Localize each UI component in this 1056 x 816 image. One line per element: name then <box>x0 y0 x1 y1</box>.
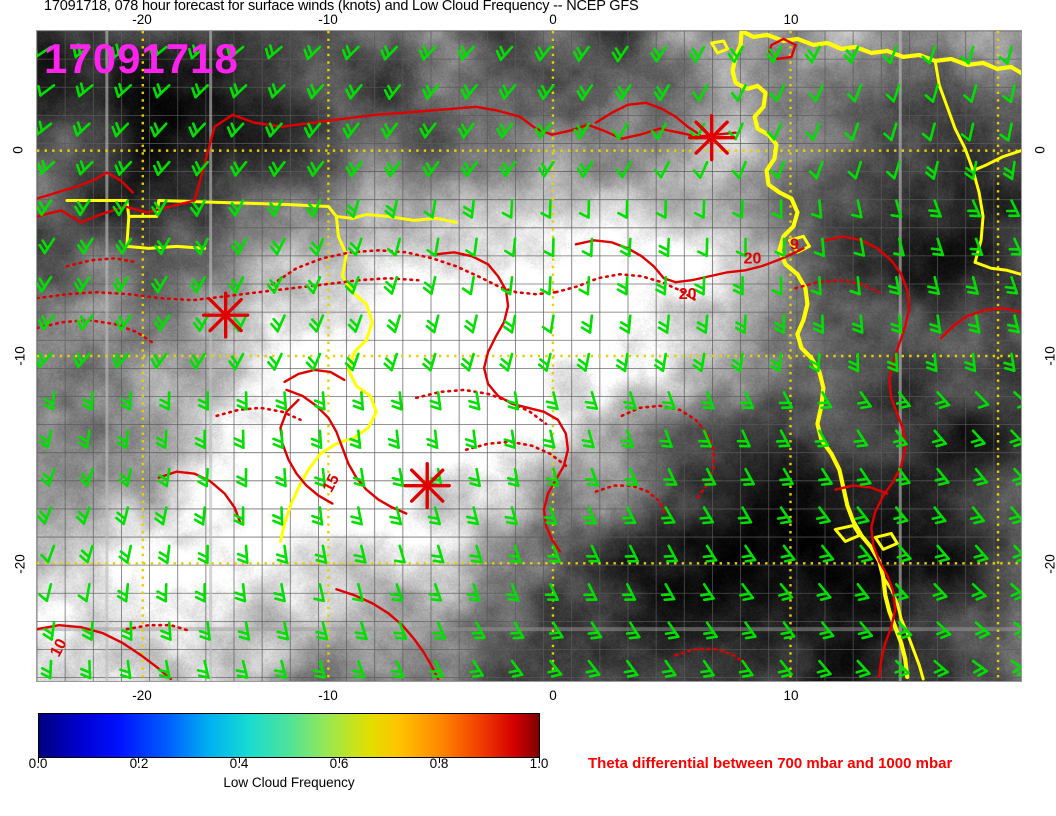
colorbar-label-3: 0.6 <box>329 756 349 771</box>
colorbar-title: Low Cloud Frequency <box>223 775 355 790</box>
colorbar-tick-0 <box>38 758 39 763</box>
contour-label-3: 10 <box>47 636 70 660</box>
colorbar-tick-1 <box>138 758 139 763</box>
theta-differential-caption: Theta differential between 700 mbar and … <box>588 755 953 772</box>
contour-label-1: 20 <box>679 286 697 303</box>
colorbar-label-5: 1.0 <box>529 756 549 771</box>
dotted-gridlines-layer <box>37 31 1021 681</box>
x-tick-top-1: -10 <box>318 12 338 27</box>
y-tick-left-2: -20 <box>12 554 28 574</box>
colorbar-label-1: 0.2 <box>129 756 149 771</box>
map-vector-overlays: 20 20 9 10 15 <box>37 31 1021 681</box>
colorbar-label-2: 0.4 <box>229 756 249 771</box>
x-tick-bottom-3: 10 <box>783 688 799 703</box>
x-tick-bottom-1: -10 <box>318 688 338 703</box>
coastline-layer <box>65 31 1021 681</box>
colorbar[interactable] <box>38 713 540 763</box>
y-tick-right-0: 0 <box>1032 146 1048 154</box>
page-title: 17091718, 078 hour forecast for surface … <box>44 0 639 14</box>
map-canvas-area[interactable]: 20 20 9 10 15 <box>37 31 1021 681</box>
contour-label-0: 20 <box>744 250 762 267</box>
station-marker-layer <box>202 114 736 510</box>
theta-contour-layer <box>37 37 1021 681</box>
x-tick-bottom-2: 0 <box>549 688 557 703</box>
wind-barb-layer <box>37 43 1021 680</box>
colorbar-tick-4 <box>439 758 440 763</box>
map-plot-panel[interactable]: 20 20 9 10 15 <box>36 30 1022 682</box>
marker-2 <box>202 291 250 339</box>
forecast-timestamp-overlay: 17091718 <box>44 35 239 82</box>
colorbar-tick-5 <box>539 758 540 763</box>
colorbar-gradient <box>38 713 540 758</box>
colorbar-tick-2 <box>239 758 240 763</box>
x-tick-top-3: 10 <box>783 12 799 27</box>
marker-1 <box>688 114 736 162</box>
x-tick-top-0: -20 <box>132 12 152 27</box>
contour-label-2: 9 <box>790 236 799 253</box>
x-tick-bottom-0: -20 <box>132 688 152 703</box>
contour-label-layer: 20 20 9 10 15 <box>47 236 799 659</box>
marker-3 <box>403 462 451 510</box>
colorbar-label-4: 0.8 <box>429 756 449 771</box>
y-tick-right-2: -20 <box>1042 554 1056 574</box>
colorbar-tick-3 <box>339 758 340 763</box>
y-tick-left-1: -10 <box>12 346 28 366</box>
contour-label-4: 15 <box>320 472 343 496</box>
y-tick-right-1: -10 <box>1042 346 1056 366</box>
x-tick-top-2: 0 <box>549 12 557 27</box>
colorbar-label-0: 0.0 <box>28 756 48 771</box>
y-tick-left-0: 0 <box>10 146 26 154</box>
